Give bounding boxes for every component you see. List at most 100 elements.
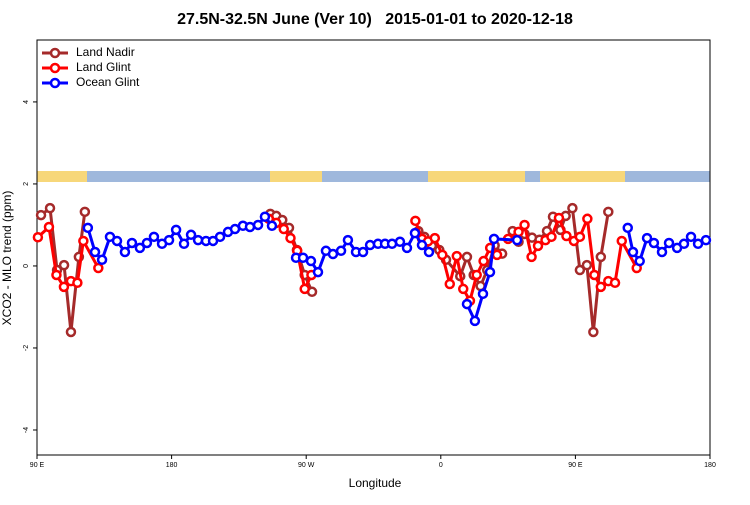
data-point (111, 235, 123, 247)
data-point (141, 237, 153, 249)
data-point (519, 219, 530, 231)
data-point (305, 255, 317, 267)
data-point (364, 239, 376, 251)
data-point (484, 266, 496, 278)
data-point (488, 233, 500, 245)
land-strip (37, 171, 87, 182)
data-point (627, 246, 639, 258)
data-point (401, 242, 413, 254)
data-point (410, 215, 421, 227)
data-point (72, 277, 83, 289)
data-point (595, 251, 607, 263)
data-point (89, 246, 101, 258)
data-point (44, 202, 56, 214)
data-point (82, 222, 94, 234)
data-point (416, 239, 428, 251)
data-point (589, 269, 600, 281)
data-point (511, 234, 523, 246)
data-point (299, 283, 310, 295)
data-point (478, 255, 489, 267)
data-point (581, 259, 593, 271)
data-point (461, 298, 473, 310)
data-point (423, 246, 435, 258)
data-point (546, 231, 557, 243)
data-point (429, 232, 441, 244)
data-point (409, 227, 421, 239)
data-point (58, 259, 70, 271)
data-point (595, 281, 607, 293)
data-point (96, 254, 108, 266)
data-point (278, 223, 290, 235)
data-point (622, 222, 633, 234)
data-point (574, 264, 586, 276)
data-point (609, 277, 621, 289)
data-point (335, 245, 347, 257)
data-point (394, 236, 406, 248)
data-point (252, 219, 264, 231)
data-point (163, 234, 175, 246)
data-point (58, 281, 70, 293)
legend-marker (49, 47, 61, 59)
y-axis-label: XCO2 - MLO trend (ppm) (0, 191, 14, 326)
data-point (148, 231, 160, 243)
data-point (170, 224, 182, 236)
land-strip (428, 171, 525, 182)
x-tick-label: 90 E (568, 462, 583, 469)
plot-frame (36, 39, 711, 456)
data-point (244, 221, 256, 233)
data-point (663, 237, 675, 249)
data-point (692, 238, 704, 250)
data-point (588, 326, 599, 338)
data-point (574, 231, 586, 243)
data-point (648, 237, 660, 249)
data-point (700, 234, 712, 246)
data-point (93, 262, 104, 274)
land-mask-strip (37, 171, 710, 182)
x-tick-label: 180 (166, 462, 178, 469)
data-point (119, 246, 131, 258)
data-point (259, 211, 271, 222)
data-point (51, 269, 62, 281)
data-point (567, 202, 578, 214)
data-point (616, 235, 628, 247)
data-point (641, 232, 653, 244)
legend-label: Ocean Glint (76, 75, 140, 89)
x-tick-label: 90 E (30, 462, 45, 469)
data-point (134, 242, 146, 254)
data-point (78, 235, 89, 247)
data-point (327, 248, 339, 260)
data-point (469, 315, 481, 327)
data-point (634, 255, 645, 267)
data-point (561, 230, 572, 242)
y-tick-label: -4 (23, 427, 30, 433)
chart-title: 27.5N-32.5N June (Ver 10) 2015-01-01 to … (177, 11, 573, 28)
legend-marker (49, 77, 61, 89)
legend-marker (49, 62, 61, 74)
data-point (43, 221, 55, 233)
data-point (461, 251, 473, 263)
x-tick-label: 0 (439, 462, 443, 469)
data-point (342, 234, 354, 246)
data-point (451, 250, 463, 262)
ocean-strip (37, 171, 710, 182)
data-point (285, 232, 296, 244)
series (82, 211, 712, 327)
data-point (79, 206, 91, 218)
data-point (491, 249, 503, 261)
data-point (185, 229, 197, 241)
data-point (678, 238, 690, 250)
data-point (214, 231, 226, 243)
land-strip (540, 171, 625, 182)
y-tick-label: 2 (23, 182, 30, 186)
data-point (656, 246, 668, 258)
x-tick-label: 180 (704, 462, 716, 469)
data-point (471, 269, 482, 281)
x-axis-label: Longitude (349, 476, 402, 490)
legend-label: Land Nadir (76, 45, 135, 59)
data-point (35, 209, 47, 221)
x-tick-label: 90 W (298, 462, 315, 469)
data-point (266, 220, 278, 232)
data-point (178, 238, 190, 250)
